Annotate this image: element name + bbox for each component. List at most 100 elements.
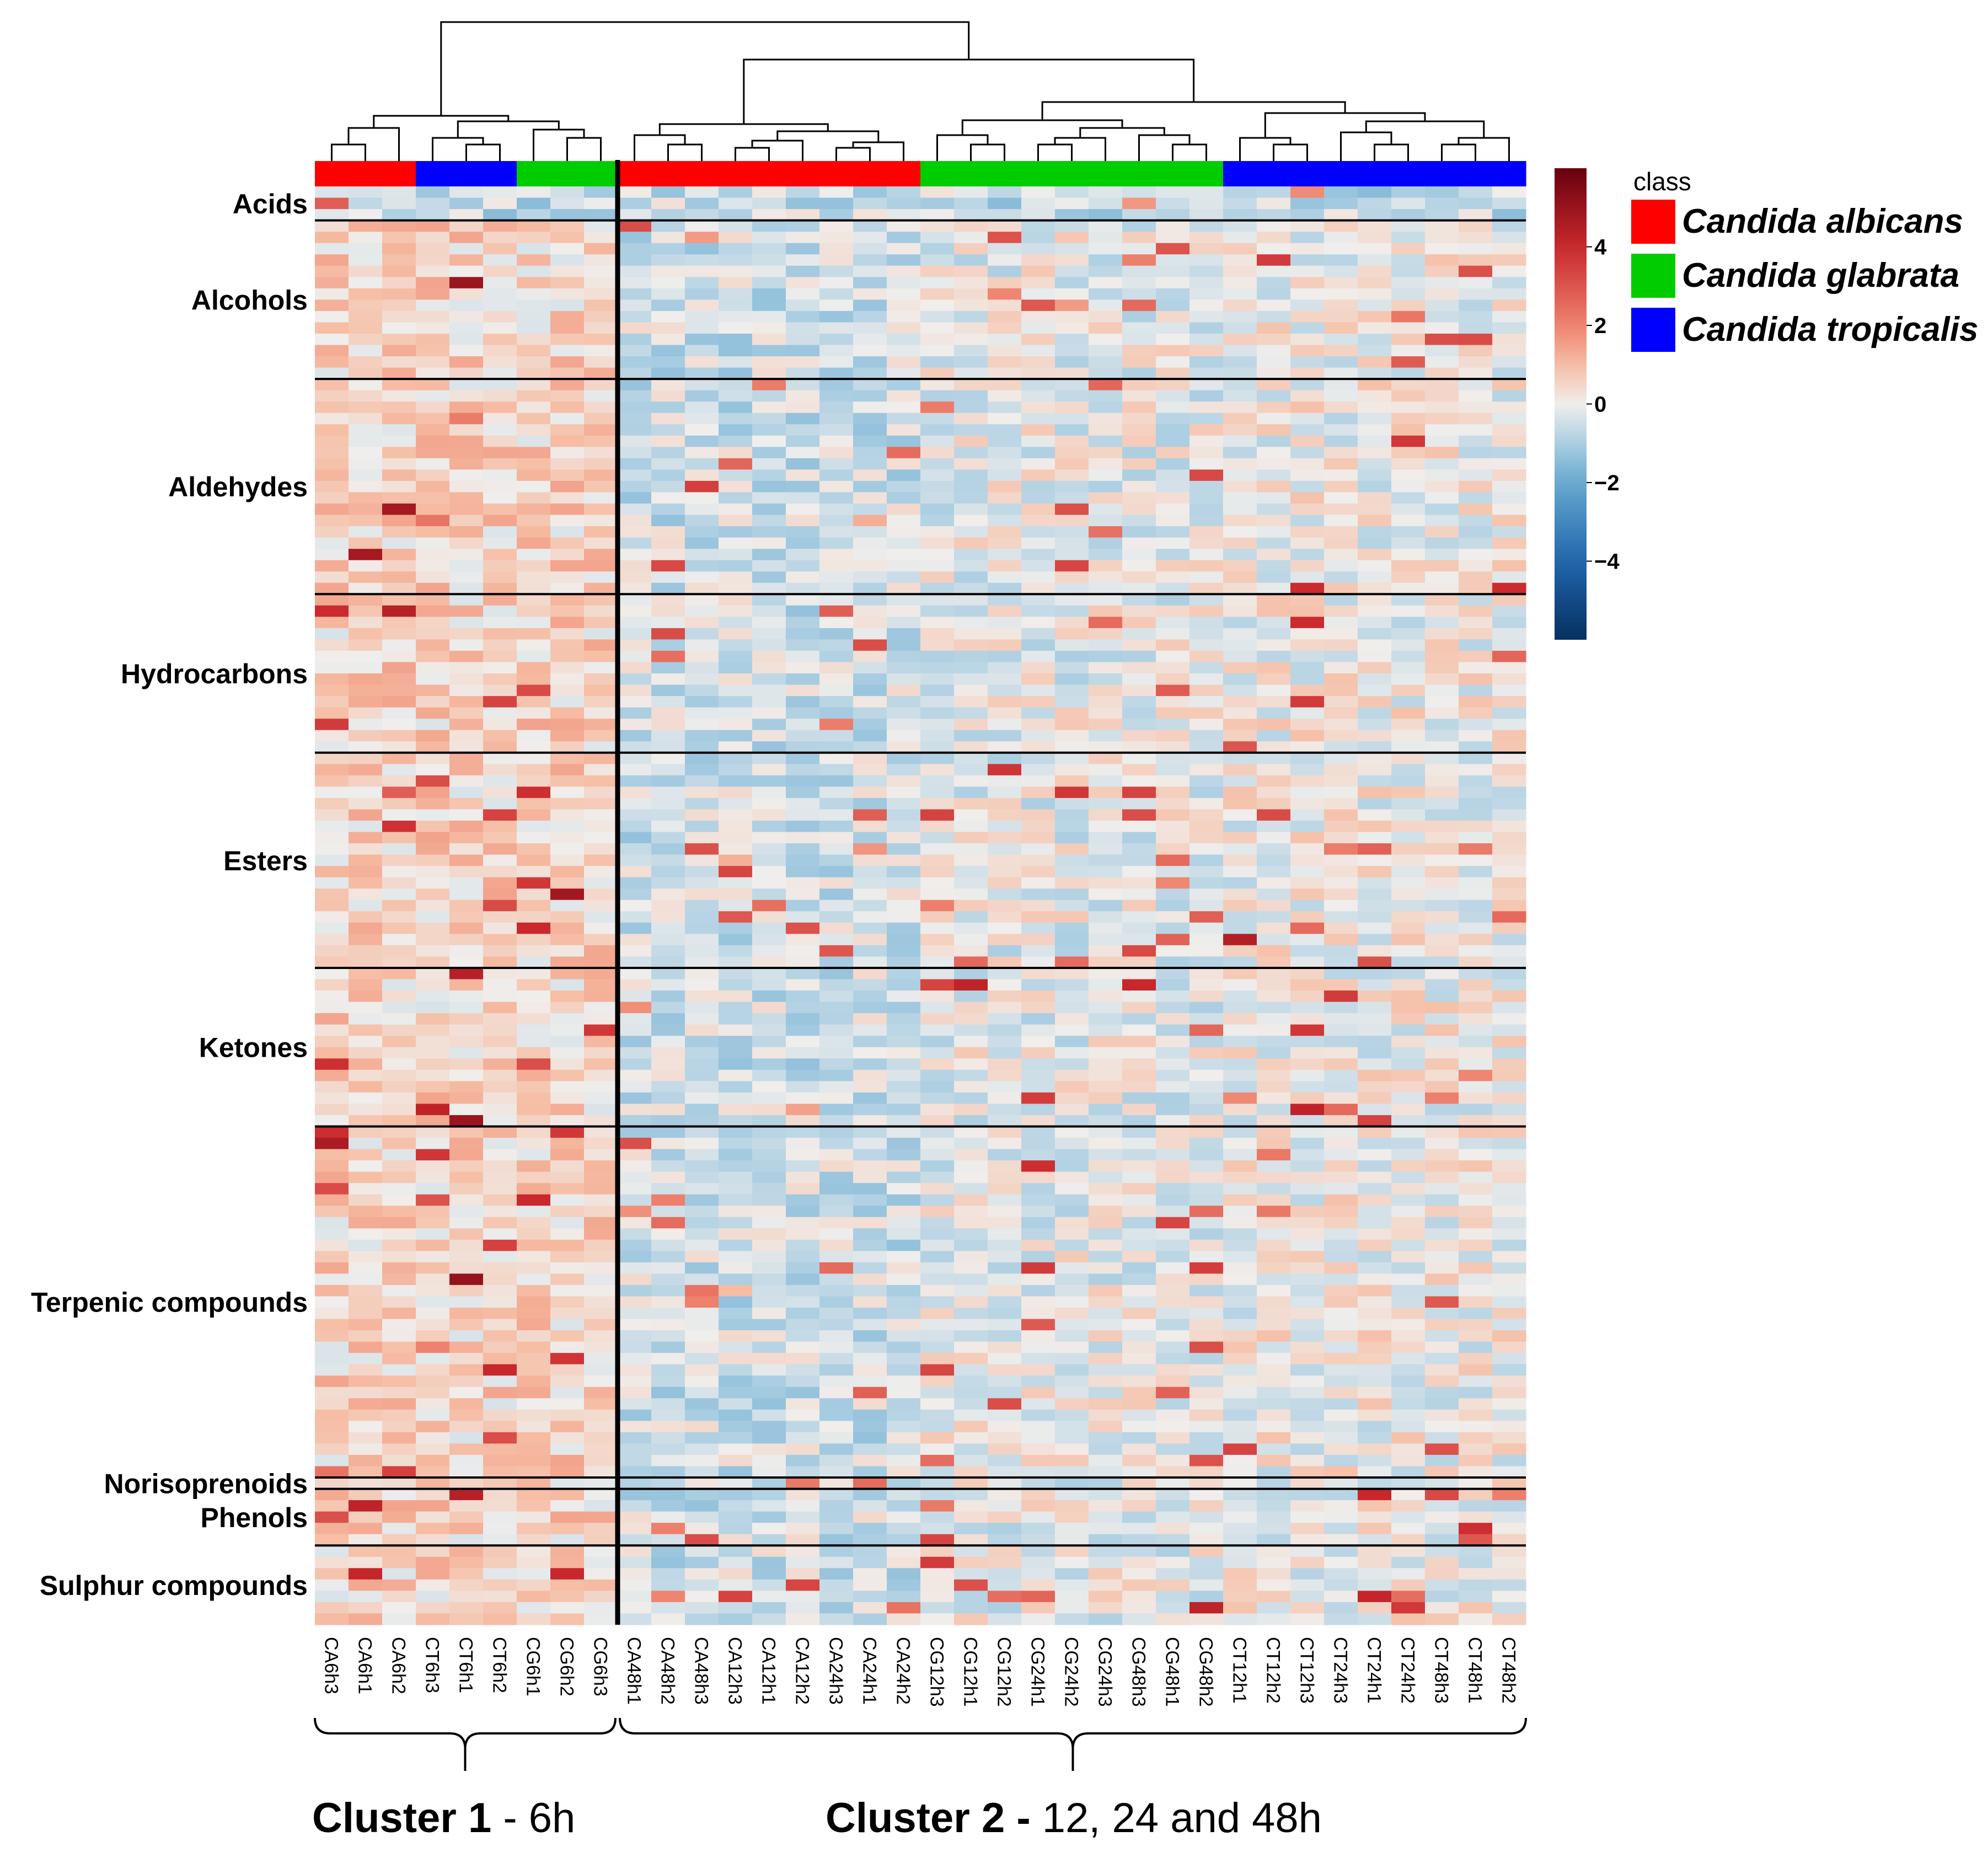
- heatmap-cell: [685, 571, 719, 583]
- heatmap-cell: [1425, 537, 1459, 549]
- heatmap-cell: [887, 560, 921, 572]
- heatmap-cell: [517, 719, 551, 731]
- heatmap-cell: [315, 1545, 349, 1557]
- heatmap-cell: [954, 480, 988, 493]
- heatmap-cell: [1122, 277, 1156, 289]
- heatmap-cell: [618, 232, 652, 244]
- heatmap-cell: [685, 537, 719, 549]
- heatmap-cell: [618, 707, 652, 719]
- heatmap-cell: [719, 719, 753, 731]
- column-label: CA6h3: [321, 1637, 342, 1694]
- heatmap-cell: [1055, 1579, 1089, 1591]
- heatmap-cell: [550, 934, 585, 946]
- heatmap-cell: [1122, 730, 1156, 742]
- heatmap-cell: [853, 1217, 887, 1229]
- heatmap-cell: [483, 1273, 517, 1286]
- column-label: CA6h2: [388, 1637, 409, 1694]
- heatmap-cell: [651, 1194, 685, 1206]
- heatmap-cell: [786, 1171, 820, 1184]
- heatmap-cell: [1055, 356, 1089, 368]
- heatmap-cell: [1156, 820, 1190, 833]
- heatmap-cell: [1257, 1217, 1291, 1229]
- heatmap-cell: [1189, 1092, 1224, 1104]
- heatmap-cell: [618, 310, 652, 323]
- heatmap-cell: [1391, 911, 1426, 923]
- heatmap-cell: [1089, 424, 1123, 436]
- heatmap-cell: [416, 1432, 450, 1444]
- heatmap-cell: [1257, 356, 1291, 368]
- heatmap-cell: [786, 1217, 820, 1229]
- heatmap-cell: [853, 775, 887, 787]
- heatmap-cell: [1290, 1591, 1325, 1603]
- heatmap-cell: [618, 979, 652, 991]
- heatmap-cell: [853, 458, 887, 470]
- heatmap-cell: [517, 1115, 551, 1127]
- heatmap-cell: [853, 537, 887, 549]
- heatmap-cell: [315, 707, 349, 719]
- heatmap-cell: [1459, 764, 1493, 776]
- heatmap-cell: [1492, 1081, 1526, 1093]
- heatmap-cell: [584, 277, 618, 289]
- heatmap-cell: [786, 322, 820, 334]
- heatmap-cell: [1122, 560, 1156, 572]
- heatmap-cell: [618, 809, 652, 821]
- heatmap-cell: [584, 1364, 618, 1376]
- heatmap-cell: [315, 1443, 349, 1455]
- heatmap-cell: [382, 232, 416, 244]
- heatmap-cell: [1492, 673, 1526, 686]
- heatmap-cell: [618, 775, 652, 787]
- heatmap-cell: [786, 1002, 820, 1014]
- heatmap-cell: [786, 1511, 820, 1523]
- heatmap-cell: [483, 650, 517, 663]
- heatmap-cell: [887, 605, 921, 617]
- heatmap-cell: [1358, 775, 1392, 787]
- heatmap-cell: [618, 650, 652, 663]
- heatmap-cell: [416, 617, 450, 629]
- heatmap-cell: [517, 1568, 551, 1580]
- heatmap-cell: [1290, 1330, 1325, 1342]
- heatmap-cell: [1257, 1013, 1291, 1025]
- heatmap-cell: [988, 673, 1022, 686]
- heatmap-cell: [1223, 650, 1257, 663]
- heatmap-cell: [483, 979, 517, 991]
- heatmap-cell: [1055, 310, 1089, 323]
- heatmap-cell: [1324, 1375, 1358, 1388]
- heatmap-cell: [1290, 1206, 1325, 1218]
- heatmap-cell: [449, 480, 484, 493]
- heatmap-cell: [1156, 1568, 1190, 1580]
- heatmap-cell: [786, 1364, 820, 1376]
- heatmap-cell: [685, 741, 719, 753]
- heatmap-cell: [1156, 220, 1190, 232]
- heatmap-cell: [719, 1386, 753, 1399]
- heatmap-cell: [1189, 1375, 1224, 1388]
- heatmap-cell: [382, 1217, 416, 1229]
- heatmap-cell: [1358, 945, 1392, 957]
- heatmap-cell: [853, 492, 887, 504]
- heatmap-cell: [1122, 1545, 1156, 1557]
- heatmap-cell: [1055, 1013, 1089, 1025]
- heatmap-cell: [315, 832, 349, 844]
- heatmap-cell: [517, 1602, 551, 1614]
- heatmap-cell: [1055, 1409, 1089, 1421]
- heatmap-cell: [1290, 628, 1325, 640]
- heatmap-cell: [315, 1013, 349, 1025]
- heatmap-cell: [1492, 1568, 1526, 1580]
- heatmap-cell: [1257, 741, 1291, 753]
- heatmap-cell: [1391, 1386, 1426, 1399]
- heatmap-cell: [1156, 662, 1190, 674]
- heatmap-cell: [685, 310, 719, 323]
- heatmap-cell: [1492, 1421, 1526, 1433]
- heatmap-cell: [685, 1013, 719, 1025]
- heatmap-cell: [988, 900, 1022, 912]
- heatmap-cell: [1189, 537, 1224, 549]
- heatmap-cell: [1021, 1126, 1055, 1138]
- heatmap-cell: [1189, 1386, 1224, 1399]
- heatmap-cell: [382, 719, 416, 731]
- heatmap-cell: [1223, 356, 1257, 368]
- heatmap-cell: [752, 820, 786, 833]
- heatmap-cell: [786, 1149, 820, 1161]
- heatmap-cell: [584, 1477, 618, 1490]
- heatmap-cell: [1290, 322, 1325, 334]
- heatmap-cell: [1459, 424, 1493, 436]
- heatmap-cell: [315, 1398, 349, 1410]
